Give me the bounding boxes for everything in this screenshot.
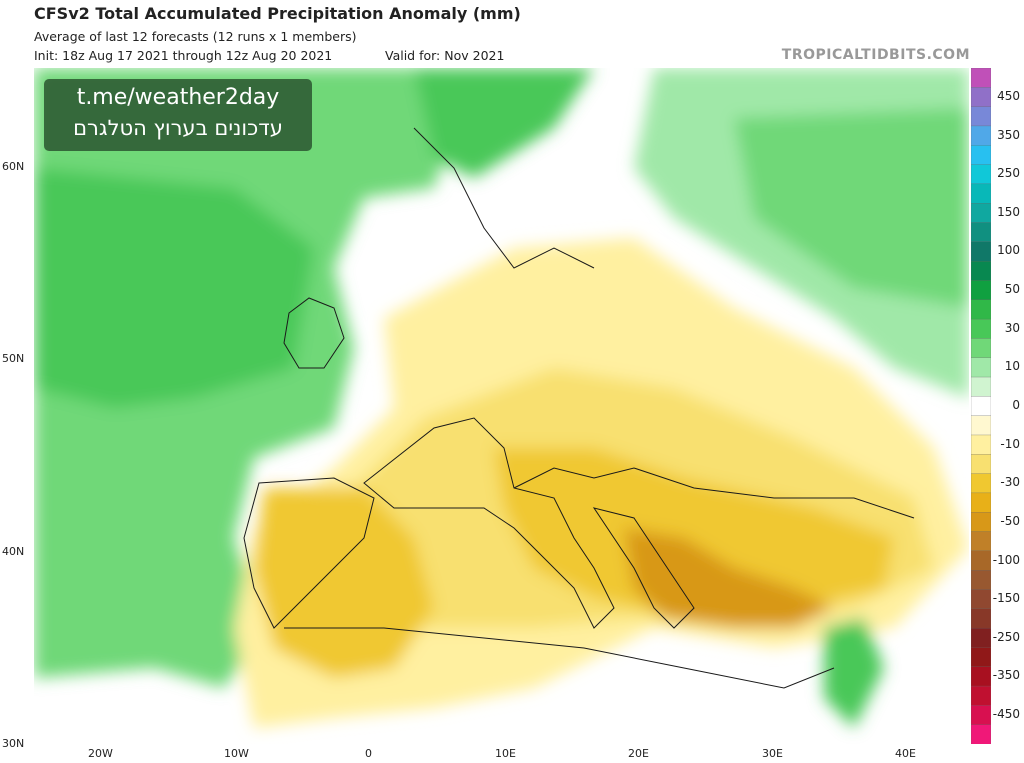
colorbar [971, 68, 991, 744]
anomaly-map [34, 68, 969, 744]
lon-label: 30E [762, 747, 783, 760]
colorbar-swatch [971, 589, 991, 610]
colorbar-swatch [971, 454, 991, 475]
colorbar-swatch [971, 512, 991, 533]
overlay-caption: עדכונים בערוץ הטלגרם [73, 116, 283, 140]
colorbar-swatch [971, 125, 991, 146]
colorbar-label: 30 [1004, 320, 1020, 335]
init-time: Init: 18z Aug 17 2021 through 12z Aug 20… [34, 48, 333, 63]
colorbar-swatch [971, 87, 991, 108]
lat-label: 60N [2, 160, 25, 173]
colorbar-label: -30 [1000, 475, 1020, 490]
lon-label: 0 [365, 747, 372, 760]
colorbar-label: 150 [997, 204, 1020, 219]
lon-label: 10W [224, 747, 249, 760]
chart-title: CFSv2 Total Accumulated Precipitation An… [34, 4, 521, 23]
chart-subtitle: Average of last 12 forecasts (12 runs x … [34, 29, 357, 44]
lat-label: 50N [2, 352, 25, 365]
colorbar-swatch [971, 608, 991, 629]
colorbar-swatch [971, 492, 991, 513]
colorbar-swatch [971, 647, 991, 668]
colorbar-label: -10 [1000, 436, 1020, 451]
colorbar-swatch [971, 338, 991, 359]
colorbar-swatch [971, 705, 991, 726]
lon-label: 20E [628, 747, 649, 760]
lat-label: 30N [2, 737, 25, 750]
overlay-link: t.me/weather2day [76, 85, 280, 110]
colorbar-label: -100 [992, 552, 1020, 567]
lat-label: 40N [2, 545, 25, 558]
colorbar-swatch [971, 724, 991, 744]
colorbar-swatch [971, 241, 991, 262]
colorbar-label: -150 [992, 591, 1020, 606]
colorbar-swatch [971, 222, 991, 243]
colorbar-swatch [971, 473, 991, 494]
colorbar-swatch [971, 376, 991, 397]
colorbar-swatch [971, 415, 991, 436]
colorbar-swatch [971, 570, 991, 591]
colorbar-swatch [971, 666, 991, 687]
colorbar-swatch [971, 68, 991, 88]
colorbar-swatch [971, 357, 991, 378]
colorbar-swatch [971, 164, 991, 185]
colorbar-label: -350 [992, 668, 1020, 683]
lon-label: 40E [895, 747, 916, 760]
lon-label: 10E [495, 747, 516, 760]
colorbar-label: 100 [997, 243, 1020, 258]
site-brand: TROPICALTIDBITS.COM [781, 47, 970, 63]
colorbar-label: 0 [1012, 398, 1020, 412]
colorbar-swatch [971, 531, 991, 552]
colorbar-label: 450 [997, 88, 1020, 103]
colorbar-label: -50 [1000, 513, 1020, 528]
colorbar-label: 50 [1004, 282, 1020, 297]
colorbar-swatch [971, 434, 991, 455]
colorbar-label: 10 [1004, 359, 1020, 374]
colorbar-label: -250 [992, 629, 1020, 644]
colorbar-swatch [971, 318, 991, 340]
atlantic-wet-core [34, 168, 314, 408]
russia-wet-core [734, 108, 969, 308]
colorbar-label: 250 [997, 166, 1020, 181]
colorbar-swatch [971, 203, 991, 224]
colorbar-label: 350 [997, 127, 1020, 142]
colorbar-swatch [971, 280, 991, 301]
colorbar-swatch [971, 299, 991, 320]
scandinavia-wet [414, 68, 594, 178]
colorbar-swatch [971, 550, 991, 571]
colorbar-swatch [971, 183, 991, 204]
valid-time: Valid for: Nov 2021 [385, 48, 505, 63]
colorbar-swatch [971, 106, 991, 127]
greece-dry-core [624, 528, 834, 628]
colorbar-swatch [971, 260, 991, 282]
balkans-dry [494, 448, 894, 618]
levant-wet [824, 618, 884, 728]
colorbar-label: -450 [992, 707, 1020, 722]
colorbar-swatch [971, 685, 991, 707]
telegram-overlay: t.me/weather2day עדכונים בערוץ הטלגרם [44, 79, 312, 151]
colorbar-swatch [971, 396, 991, 417]
coastlines [243, 127, 915, 689]
iberia-dry [254, 488, 434, 678]
colorbar-swatch [971, 145, 991, 166]
lon-label: 20W [88, 747, 113, 760]
colorbar-swatch [971, 627, 991, 649]
